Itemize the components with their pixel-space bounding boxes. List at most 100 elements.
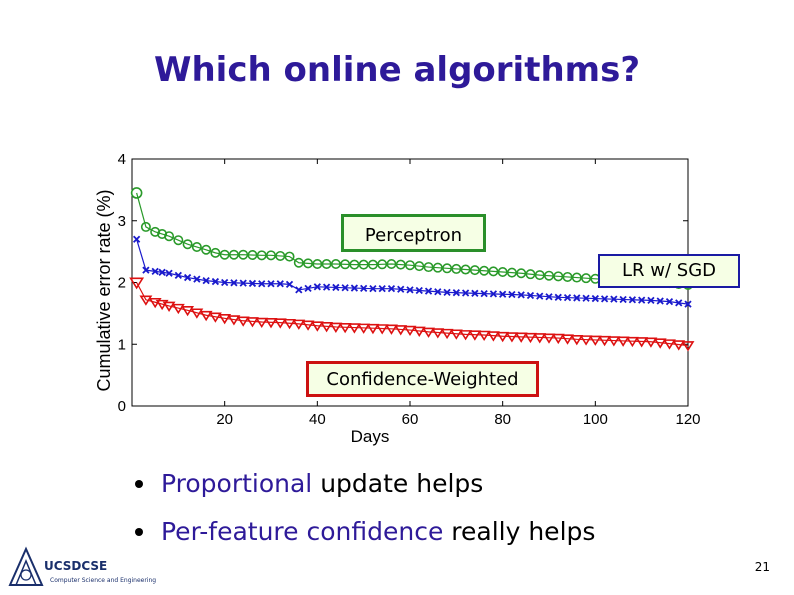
series-point	[588, 335, 602, 346]
series-point	[238, 249, 249, 260]
series-point	[340, 259, 351, 270]
series-point	[505, 332, 519, 343]
series-point	[524, 332, 537, 344]
series-point	[423, 262, 434, 273]
ucsd-logo	[8, 546, 44, 586]
series-point	[443, 288, 451, 297]
series-point	[369, 285, 377, 293]
series-point	[377, 259, 388, 270]
series-point	[554, 293, 562, 301]
bullet-text: update helps	[312, 469, 484, 498]
series-point	[553, 271, 564, 282]
series-point	[171, 303, 185, 315]
series-point	[442, 263, 453, 274]
series-point	[432, 262, 443, 273]
series-point	[517, 291, 525, 299]
series-point	[573, 294, 581, 302]
series-point	[461, 289, 470, 297]
series-point	[140, 221, 151, 232]
series-point	[414, 261, 425, 272]
series-point	[267, 280, 275, 288]
series-point	[173, 235, 184, 246]
series-point	[452, 289, 460, 297]
x-tick-label: 80	[494, 411, 511, 428]
callout-lr-sgd: LR w/ SGD	[598, 254, 740, 288]
series-point	[301, 320, 315, 331]
series-point	[239, 279, 247, 287]
series-point	[385, 324, 398, 335]
series-point	[551, 333, 565, 345]
series-point	[321, 258, 332, 269]
series-point	[211, 277, 220, 286]
x-axis-label: Days	[351, 427, 390, 446]
series-point	[230, 279, 238, 287]
x-tick-label: 60	[402, 411, 419, 428]
series-point	[684, 300, 692, 308]
series-line	[136, 192, 689, 286]
series-point	[285, 280, 294, 288]
series-point	[284, 251, 295, 262]
series-point	[130, 187, 143, 199]
series-point	[247, 250, 258, 261]
series-point	[358, 259, 369, 270]
error-rate-chart: 20 40 60 80 100 120 0 1 2 3 4 Days Cumulative error …	[94, 151, 701, 446]
series-point	[191, 241, 202, 252]
series-point	[619, 295, 627, 304]
series-point	[607, 336, 621, 347]
series-point	[182, 239, 193, 250]
series-point	[422, 327, 435, 338]
series-point	[199, 310, 213, 322]
y-tick-label: 4	[118, 151, 126, 168]
y-tick-label: 2	[118, 275, 126, 292]
series-point	[295, 286, 303, 294]
series-point	[571, 272, 582, 283]
series-point	[303, 258, 314, 269]
series-point	[367, 259, 378, 270]
logo-text: UCSDCSE	[44, 559, 108, 573]
x-tick-label: 100	[583, 411, 608, 428]
series-point	[395, 259, 406, 270]
series-point	[460, 264, 471, 275]
bullet-text: really helps	[443, 517, 596, 546]
series-point	[150, 226, 161, 237]
series-point	[431, 328, 445, 339]
series-point	[248, 279, 257, 288]
series-point	[394, 325, 408, 336]
series-point	[219, 249, 230, 260]
series-point	[132, 235, 141, 243]
bullet-dot	[135, 527, 143, 536]
series-point	[360, 284, 368, 293]
series-point	[496, 331, 510, 343]
series-point	[275, 250, 286, 261]
series-point	[283, 318, 296, 330]
series-point	[162, 301, 176, 312]
series-point	[312, 258, 323, 269]
callout-perceptron: Perceptron	[341, 214, 486, 252]
series-point	[479, 265, 490, 276]
logo-subtext: Computer Science and Engineering	[50, 577, 157, 584]
series-point	[412, 326, 426, 337]
series-point	[330, 258, 341, 269]
series-point	[378, 285, 386, 293]
series-point	[663, 339, 676, 350]
y-tick-label: 3	[118, 213, 126, 230]
series-point	[638, 296, 646, 304]
series-point	[190, 308, 204, 319]
series-point	[264, 318, 278, 329]
series-point	[600, 295, 609, 303]
series-point	[165, 269, 173, 277]
series-point	[480, 289, 488, 298]
series-point	[208, 312, 222, 323]
series-point	[292, 319, 306, 330]
series-point	[350, 284, 359, 292]
y-axis-label: Cumulative error rate (%)	[94, 189, 114, 391]
series-point	[129, 277, 145, 290]
series-point	[397, 285, 405, 293]
series-point	[488, 266, 499, 277]
series-point	[526, 291, 535, 300]
callout-confidence-weighted: Confidence-Weighted	[306, 361, 539, 397]
page-number: 21	[754, 560, 770, 574]
series-point	[157, 229, 168, 240]
series-point	[332, 283, 340, 292]
series-point	[647, 296, 655, 305]
